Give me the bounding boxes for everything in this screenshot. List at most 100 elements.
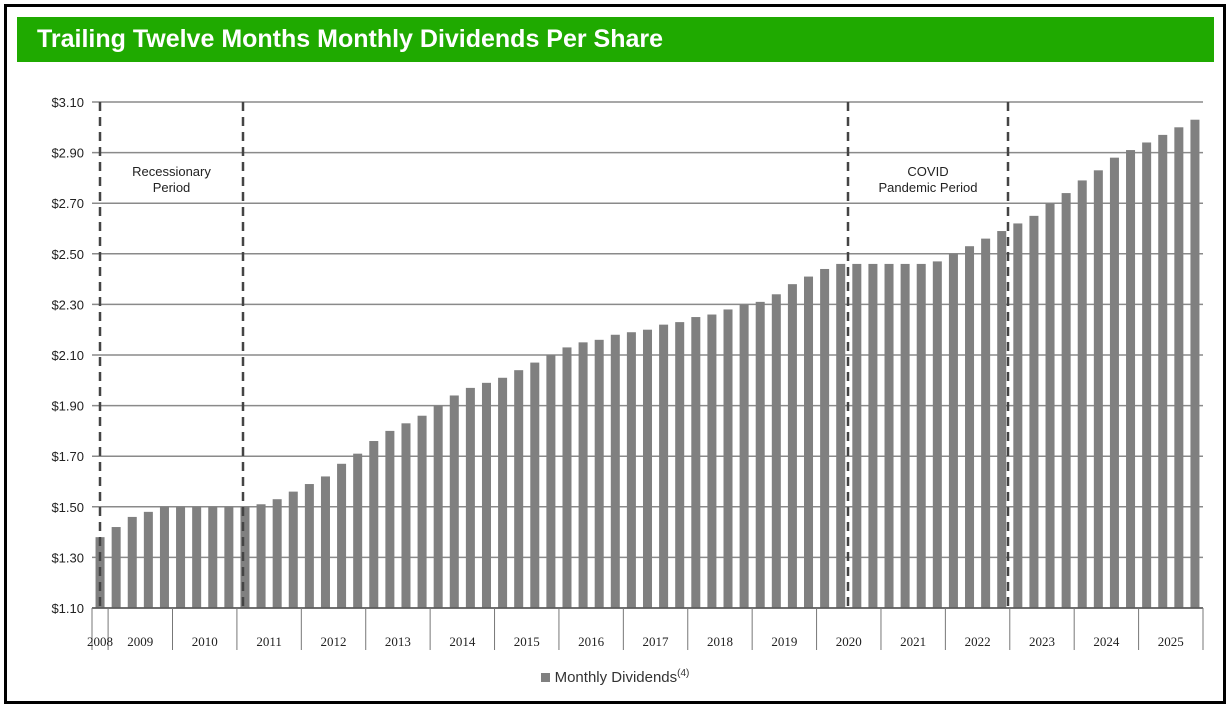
bar	[1190, 119, 1200, 609]
bar	[1013, 223, 1023, 608]
bar	[337, 463, 347, 608]
x-year-label: 2009	[127, 634, 153, 649]
legend-footnote: (4)	[677, 668, 690, 679]
bar	[804, 276, 814, 608]
y-tick-label: $1.10	[51, 601, 84, 616]
bar	[771, 294, 781, 608]
bar	[111, 527, 121, 608]
x-year-label: 2020	[836, 634, 862, 649]
y-tick-label: $2.50	[51, 247, 84, 262]
x-year-label: 2017	[643, 634, 670, 649]
x-year-label: 2022	[965, 634, 991, 649]
bars	[95, 119, 1200, 609]
y-tick-label: $1.90	[51, 399, 84, 414]
bar	[1142, 142, 1152, 609]
x-year-label: 2023	[1029, 634, 1055, 649]
x-year-label: 2008	[87, 634, 113, 649]
period-label: Period	[153, 180, 191, 195]
bar	[852, 263, 862, 608]
bar	[948, 253, 958, 609]
bar	[1126, 150, 1136, 608]
bar	[594, 339, 604, 608]
bar	[1158, 134, 1168, 608]
bar	[884, 263, 894, 608]
bar	[965, 246, 975, 608]
bar	[127, 516, 137, 608]
period-label: Recessionary	[132, 164, 211, 179]
bar	[514, 370, 524, 608]
bar	[192, 506, 202, 608]
y-tick-label: $2.30	[51, 297, 84, 312]
bar	[562, 347, 572, 608]
bar	[900, 263, 910, 608]
bar	[498, 377, 508, 608]
bar	[932, 261, 942, 608]
bar	[320, 476, 330, 608]
bar	[353, 453, 363, 608]
bar	[981, 238, 991, 608]
bar	[610, 334, 620, 608]
bar	[288, 491, 298, 608]
x-year-label: 2010	[192, 634, 218, 649]
period-label: Pandemic Period	[879, 180, 978, 195]
bar	[1029, 215, 1039, 608]
period-label: COVID	[907, 164, 948, 179]
bar	[691, 317, 701, 608]
bar	[739, 304, 749, 608]
bar	[836, 263, 846, 608]
bar	[304, 484, 314, 608]
bar	[1077, 180, 1087, 608]
bar	[659, 324, 669, 608]
bar	[1061, 193, 1071, 608]
bar	[707, 314, 717, 608]
bar	[433, 405, 443, 608]
legend: Monthly Dividends(4)	[0, 668, 1230, 686]
bar	[546, 355, 556, 608]
x-year-label: 2019	[771, 634, 797, 649]
bar	[1093, 170, 1103, 608]
legend-swatch	[540, 673, 550, 682]
x-year-label: 2016	[578, 634, 605, 649]
bar	[176, 506, 186, 608]
bar	[369, 441, 379, 608]
y-tick-label: $1.50	[51, 500, 84, 515]
x-year-label: 2015	[514, 634, 540, 649]
x-year-label: 2013	[385, 634, 411, 649]
bar	[642, 329, 653, 608]
bar	[449, 395, 459, 608]
bar	[385, 430, 395, 608]
y-tick-label: $1.30	[51, 550, 84, 565]
bar	[997, 231, 1007, 608]
bar	[272, 499, 282, 608]
x-axis: 2008 2009 2010 2011 2012 2013 2014 2015 2016 2017…	[87, 607, 1204, 650]
x-year-label: 2012	[321, 634, 347, 649]
x-year-label: 2025	[1158, 634, 1184, 649]
bar	[1109, 157, 1119, 608]
bar	[626, 332, 636, 608]
bar	[401, 423, 411, 608]
bar	[820, 268, 830, 608]
x-year-label: 2011	[256, 634, 282, 649]
y-tick-label: $3.10	[51, 95, 84, 110]
bar	[530, 362, 540, 608]
bar	[465, 387, 475, 608]
legend-label: Monthly Dividends	[554, 669, 678, 686]
y-tick-label: $2.10	[51, 348, 84, 363]
bar	[723, 309, 733, 608]
x-year-label: 2024	[1093, 634, 1120, 649]
bar	[787, 284, 797, 608]
x-year-label: 2014	[449, 634, 476, 649]
y-axis-ticks: $1.10 $1.30 $1.50 $1.70 $1.90 $2.10 $2.30 $2.50…	[51, 95, 84, 616]
bar	[256, 504, 266, 608]
bar	[1174, 127, 1184, 609]
bar	[417, 415, 427, 608]
bar	[481, 382, 491, 608]
bar	[208, 506, 218, 608]
chart-title: Trailing Twelve Months Monthly Dividends…	[17, 17, 1214, 62]
bar	[240, 506, 250, 608]
bar	[1045, 203, 1055, 608]
bar	[755, 301, 765, 608]
bar	[159, 506, 169, 608]
